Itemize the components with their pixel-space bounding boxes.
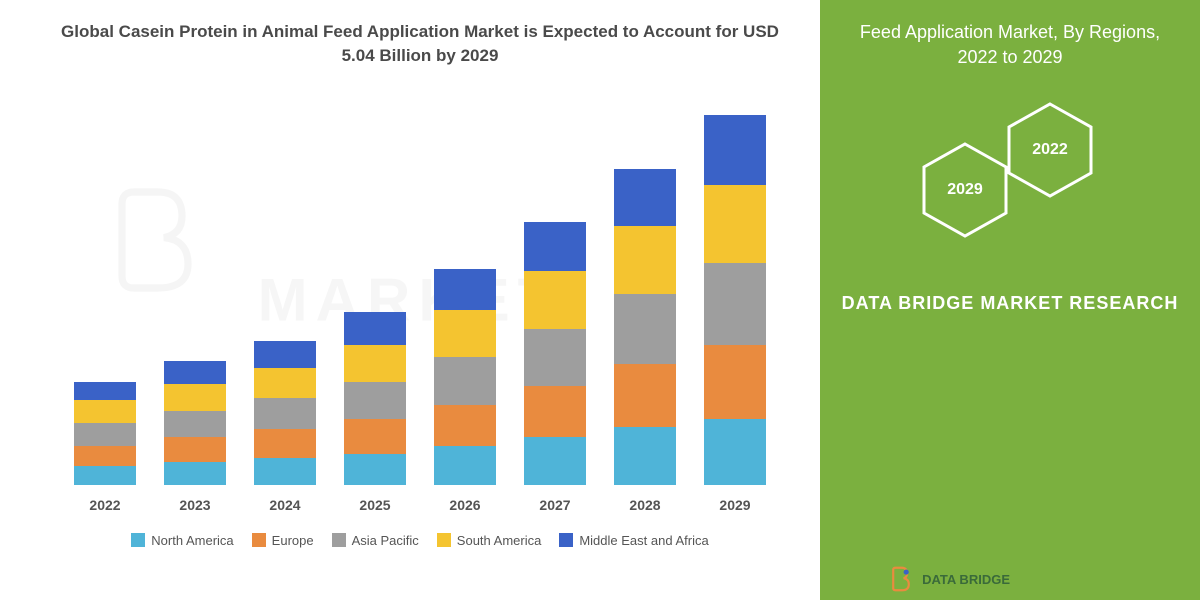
bar-segment	[254, 341, 316, 368]
legend-item: Middle East and Africa	[559, 533, 708, 548]
bar-category-label: 2028	[629, 497, 660, 513]
bar-segment	[704, 185, 766, 263]
footer-logo: DATA BRIDGE	[888, 566, 1010, 592]
bar-segment	[524, 271, 586, 328]
bar-segment	[74, 423, 136, 446]
bar-segment	[344, 454, 406, 485]
legend-label: Middle East and Africa	[579, 533, 708, 548]
chart-area: 2022 2023 2024 2025 2026 2027 2028 2029	[50, 93, 790, 513]
bar-group: 2024	[245, 341, 325, 513]
bar-category-label: 2027	[539, 497, 570, 513]
stacked-bar	[704, 115, 766, 484]
stacked-bar	[254, 341, 316, 485]
legend-swatch	[252, 533, 266, 547]
legend-item: Europe	[252, 533, 314, 548]
stacked-bar	[164, 361, 226, 484]
bar-segment	[254, 429, 316, 458]
legend-swatch	[559, 533, 573, 547]
bar-segment	[254, 398, 316, 429]
bar-segment	[434, 446, 496, 485]
bar-group: 2029	[695, 115, 775, 512]
chart-title: Global Casein Protein in Animal Feed App…	[50, 20, 790, 68]
hexagon-2029: 2029	[920, 140, 1010, 240]
bar-segment	[434, 405, 496, 446]
chart-legend: North America Europe Asia Pacific South Ame…	[50, 533, 790, 548]
legend-item: North America	[131, 533, 233, 548]
hexagon-group: 2029 2022	[910, 100, 1110, 260]
legend-swatch	[437, 533, 451, 547]
bar-segment	[344, 419, 406, 454]
bar-segment	[524, 222, 586, 271]
hexagon-2029-label: 2029	[947, 181, 983, 199]
bar-segment	[434, 269, 496, 310]
bar-group: 2026	[425, 269, 505, 513]
bar-segment	[344, 382, 406, 419]
chart-panel: Global Casein Protein in Animal Feed App…	[0, 0, 820, 600]
bar-segment	[164, 361, 226, 384]
bar-segment	[614, 427, 676, 484]
right-panel: Feed Application Market, By Regions, 202…	[820, 0, 1200, 600]
bar-segment	[74, 400, 136, 423]
hexagon-2022: 2022	[1005, 100, 1095, 200]
legend-swatch	[332, 533, 346, 547]
bar-segment	[164, 462, 226, 485]
bar-segment	[524, 386, 586, 437]
bar-segment	[614, 364, 676, 428]
bar-group: 2027	[515, 222, 595, 513]
bar-group: 2028	[605, 169, 685, 513]
bar-category-label: 2023	[179, 497, 210, 513]
bar-segment	[74, 466, 136, 484]
bar-segment	[614, 226, 676, 294]
bar-segment	[254, 368, 316, 399]
bar-segment	[434, 310, 496, 357]
bar-segment	[74, 382, 136, 400]
bar-category-label: 2026	[449, 497, 480, 513]
bar-category-label: 2029	[719, 497, 750, 513]
bar-category-label: 2025	[359, 497, 390, 513]
legend-item: South America	[437, 533, 542, 548]
bar-segment	[704, 345, 766, 419]
footer-logo-icon	[888, 566, 914, 592]
legend-label: South America	[457, 533, 542, 548]
legend-label: Asia Pacific	[352, 533, 419, 548]
bar-category-label: 2024	[269, 497, 300, 513]
bar-segment	[164, 384, 226, 411]
stacked-bar	[344, 312, 406, 484]
bar-segment	[434, 357, 496, 404]
hexagon-2022-label: 2022	[1032, 141, 1068, 159]
bar-segment	[344, 312, 406, 345]
bar-segment	[524, 437, 586, 484]
bar-group: 2025	[335, 312, 415, 512]
bar-segment	[164, 437, 226, 462]
bar-group: 2022	[65, 382, 145, 513]
bar-segment	[74, 446, 136, 467]
stacked-bar	[524, 222, 586, 485]
legend-item: Asia Pacific	[332, 533, 419, 548]
bar-segment	[614, 169, 676, 226]
stacked-bar	[434, 269, 496, 485]
right-panel-title: Feed Application Market, By Regions, 202…	[840, 20, 1180, 70]
legend-label: Europe	[272, 533, 314, 548]
stacked-bar	[614, 169, 676, 485]
bar-segment	[704, 115, 766, 185]
stacked-bar	[74, 382, 136, 485]
bar-segment	[344, 345, 406, 382]
bar-segment	[614, 294, 676, 364]
bar-segment	[704, 419, 766, 485]
bar-category-label: 2022	[89, 497, 120, 513]
legend-swatch	[131, 533, 145, 547]
legend-label: North America	[151, 533, 233, 548]
bar-segment	[524, 329, 586, 386]
bar-segment	[704, 263, 766, 345]
bar-segment	[254, 458, 316, 485]
bar-group: 2023	[155, 361, 235, 512]
brand-label: DATA BRIDGE MARKET RESEARCH	[842, 290, 1179, 317]
footer-logo-text: DATA BRIDGE	[922, 572, 1010, 587]
bar-segment	[164, 411, 226, 438]
